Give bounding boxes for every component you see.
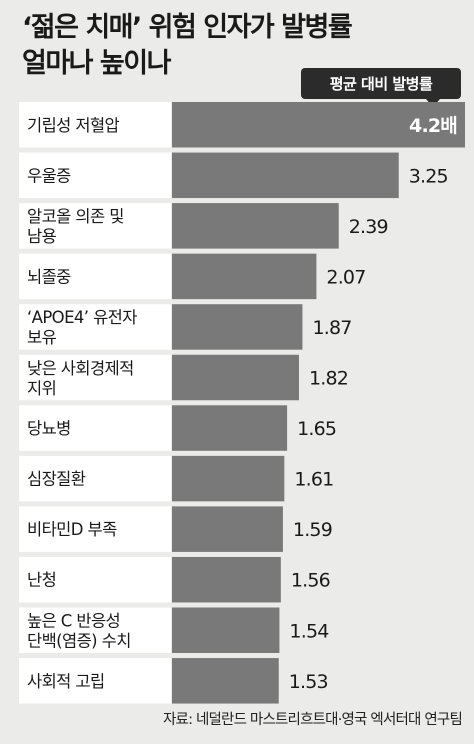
- category-label: 당뇨병: [27, 419, 71, 438]
- category-cell: [19, 304, 171, 350]
- category-label: 알코올 의존 및: [27, 207, 124, 226]
- bar: [172, 455, 285, 502]
- category-cell: [19, 607, 171, 653]
- category-label: 지위: [27, 379, 56, 398]
- legend-label: 평균 대비 발병률: [329, 75, 433, 93]
- value-label: 2.39: [349, 216, 388, 238]
- category-cell: [19, 556, 171, 603]
- category-label: 낮은 사회경제적: [27, 359, 134, 378]
- category-cell: [19, 506, 171, 552]
- bar: [172, 304, 303, 350]
- value-label: 1.82: [309, 368, 348, 390]
- category-cell: [19, 203, 171, 249]
- chart-title-line-2: 얼마나 높이나: [22, 48, 171, 79]
- value-label: 3.25: [409, 165, 448, 187]
- category-cell: [19, 354, 171, 401]
- value-label: 1.56: [291, 570, 330, 592]
- category-label: 비타민D 부족: [27, 520, 117, 539]
- category-label: ‘APOE4’ 유전자: [27, 308, 137, 327]
- bar: [172, 556, 281, 603]
- category-cell: [19, 658, 171, 704]
- category-cell: [19, 102, 171, 148]
- category-label: 사회적 고립: [27, 672, 105, 691]
- bar: [172, 203, 339, 249]
- value-label: 1.87: [312, 317, 351, 339]
- category-label: 높은 C 반응성: [27, 612, 120, 631]
- category-cell: [19, 455, 171, 502]
- category-label: 기립성 저혈압: [27, 116, 120, 135]
- category-label: 심장질환: [27, 470, 86, 489]
- source-note: 자료: 네덜란드 마스트리흐트대·영국 엑서터대 연구팀: [162, 712, 463, 728]
- legend-badge: 평균 대비 발병률: [301, 68, 461, 99]
- bar: [172, 152, 399, 199]
- category-cell: [19, 253, 171, 300]
- category-label: 보유: [27, 328, 57, 347]
- value-label: 1.54: [289, 620, 329, 642]
- value-label: 1.59: [293, 519, 332, 541]
- bar: [172, 102, 465, 148]
- category-cell: [19, 152, 171, 199]
- category-label: 단백(염증) 수치: [27, 632, 131, 651]
- chart-title-line-1: ‘젊은 치매’ 위험 인자가 발병률: [22, 12, 353, 43]
- value-label: 1.61: [294, 469, 333, 491]
- bar: [172, 607, 280, 653]
- category-label: 남용: [27, 227, 57, 246]
- category-label: 뇌졸중: [27, 267, 71, 286]
- category-label: 우울증: [27, 166, 71, 185]
- value-label: 1.53: [289, 671, 328, 693]
- bar: [172, 506, 283, 552]
- chart-title: ‘젊은 치매’ 위험 인자가 발병률 얼마나 높이나: [22, 10, 353, 82]
- value-label: 4.2배: [409, 115, 457, 137]
- bar: [172, 354, 299, 401]
- value-label: 1.65: [297, 418, 336, 440]
- category-cell: [19, 405, 171, 451]
- category-label: 난청: [27, 571, 56, 590]
- bar: [172, 405, 288, 451]
- value-label: 2.07: [326, 266, 365, 288]
- bar: [172, 253, 317, 300]
- bar: [172, 658, 279, 704]
